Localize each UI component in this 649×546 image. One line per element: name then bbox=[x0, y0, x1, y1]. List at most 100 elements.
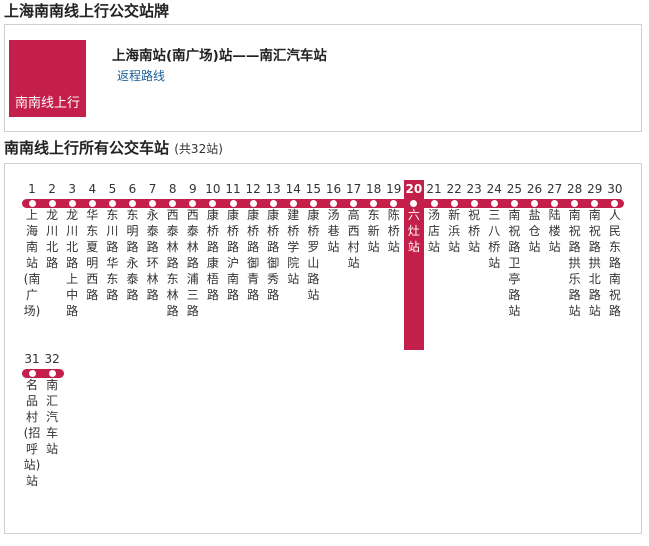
bus-stop[interactable]: 3 龙川北路上中路 bbox=[62, 180, 82, 319]
stop-number: 5 bbox=[108, 182, 117, 196]
stop-dot bbox=[249, 200, 257, 207]
stop-dot bbox=[289, 200, 297, 207]
stop-dot bbox=[48, 370, 56, 377]
stop-number: 18 bbox=[366, 182, 382, 196]
stop-dot bbox=[390, 200, 398, 207]
stop-name: 陈桥站 bbox=[387, 208, 400, 254]
stop-name: 南汇汽车站 bbox=[46, 378, 59, 456]
bus-stop[interactable]: 10 康桥路康梧路 bbox=[203, 180, 223, 303]
stop-dot bbox=[531, 200, 538, 207]
bus-stop[interactable]: 9 西泰林路浦三路 bbox=[183, 180, 203, 319]
stop-name: 新浜站 bbox=[448, 208, 461, 254]
stop-name: 东明路永泰路 bbox=[126, 208, 139, 302]
route-line-row-2 bbox=[22, 369, 64, 378]
bus-stop[interactable]: 11 康桥路沪南路 bbox=[223, 180, 243, 303]
stop-name: 南祝路拱乐路站 bbox=[568, 208, 581, 318]
bus-stop[interactable]: 22 新浜站 bbox=[444, 180, 464, 255]
bus-stop[interactable]: 25 南祝路卫亭路站 bbox=[504, 180, 524, 319]
bus-stop[interactable]: 5 东川路华东路 bbox=[102, 180, 122, 303]
stop-name: 六灶站 bbox=[407, 208, 420, 254]
stop-number: 29 bbox=[587, 182, 603, 196]
stop-number: 28 bbox=[567, 182, 583, 196]
stop-number: 27 bbox=[546, 182, 563, 196]
bus-stop[interactable]: 19 陈桥站 bbox=[384, 180, 404, 255]
stop-dot bbox=[350, 200, 358, 207]
stop-name: 西泰林路浦三路 bbox=[186, 208, 199, 318]
bus-stop[interactable]: 12 康桥路御青路 bbox=[243, 180, 263, 303]
bus-stop[interactable]: 30 人民东路南祝路 bbox=[605, 180, 625, 319]
bus-stop[interactable]: 21 汤店站 bbox=[424, 180, 444, 255]
bus-stop[interactable]: 29 南祝路拱北路站 bbox=[585, 180, 605, 319]
stop-name: 永泰路环林路 bbox=[146, 208, 159, 302]
stop-name: 康桥路沪南路 bbox=[226, 208, 239, 302]
stop-number: 30 bbox=[607, 182, 623, 196]
bus-stop[interactable]: 17 高西村站 bbox=[344, 180, 364, 271]
bus-stop[interactable]: 1 上海南站(南广场) bbox=[22, 180, 42, 319]
stop-number: 20 bbox=[405, 182, 423, 196]
bus-stop[interactable]: 13 康桥路御秀路 bbox=[263, 180, 283, 303]
route-logo: 南南线上行 bbox=[9, 40, 86, 117]
bus-stop[interactable]: 24 三八桥站 bbox=[484, 180, 504, 271]
stop-name: 南祝路卫亭路站 bbox=[508, 208, 521, 318]
stop-number: 11 bbox=[225, 182, 241, 196]
stop-name: 高西村站 bbox=[347, 208, 360, 270]
stop-dot bbox=[108, 200, 116, 207]
stops-panel: 1 上海南站(南广场) 2 龙川北路 3 龙川北路上中路 4 华东夏明西路 5 东川路华东路 6 东明… bbox=[4, 163, 642, 534]
stop-name: 龙川北路 bbox=[46, 208, 59, 270]
stop-number: 31 bbox=[24, 352, 40, 366]
stop-number: 2 bbox=[48, 182, 56, 196]
bus-stop[interactable]: 2 龙川北路 bbox=[42, 180, 62, 271]
stop-name: 建桥学院站 bbox=[287, 208, 300, 286]
bus-stop[interactable]: 20 六灶站 bbox=[403, 180, 424, 350]
stop-dot bbox=[430, 200, 438, 207]
stop-number: 4 bbox=[88, 182, 97, 196]
stop-number: 3 bbox=[68, 182, 76, 196]
route-logo-label: 南南线上行 bbox=[14, 96, 80, 111]
stop-name: 汤店站 bbox=[427, 208, 440, 254]
stop-name: 华东夏明西路 bbox=[86, 208, 99, 302]
stop-dot bbox=[149, 200, 157, 207]
bus-stop[interactable]: 7 永泰路环林路 bbox=[143, 180, 163, 303]
bus-stop[interactable]: 32 南汇汽车站 bbox=[42, 350, 62, 457]
bus-stop[interactable]: 6 东明路永泰路 bbox=[123, 180, 143, 303]
bus-stop[interactable]: 26 盐仓站 bbox=[525, 180, 545, 255]
stop-dot bbox=[269, 200, 277, 207]
stop-dot bbox=[370, 200, 378, 207]
bus-stop[interactable]: 8 西泰林路东林路 bbox=[163, 180, 183, 319]
stop-name: 陆楼站 bbox=[548, 208, 561, 254]
return-route-link[interactable]: 返程路线 bbox=[117, 69, 166, 83]
stop-number: 10 bbox=[205, 182, 221, 196]
stop-count: (共32站) bbox=[174, 142, 223, 156]
stop-dot bbox=[189, 200, 197, 207]
bus-stop[interactable]: 31 名品村(招呼站)站 bbox=[22, 350, 42, 489]
bus-stop[interactable]: 23 祝桥站 bbox=[464, 180, 484, 255]
stop-name: 祝桥站 bbox=[468, 208, 481, 254]
bus-stop[interactable]: 16 汤巷站 bbox=[324, 180, 344, 255]
stop-number: 1 bbox=[28, 182, 36, 196]
stop-dot bbox=[209, 200, 217, 207]
stop-dot bbox=[88, 200, 96, 207]
stop-number: 8 bbox=[168, 182, 177, 196]
bus-stop[interactable]: 28 南祝路拱乐路站 bbox=[565, 180, 585, 319]
stop-dot bbox=[309, 200, 317, 207]
bus-stop[interactable]: 14 建桥学院站 bbox=[283, 180, 303, 287]
stop-number: 19 bbox=[386, 182, 402, 196]
stop-dot bbox=[410, 200, 418, 207]
bus-stop[interactable]: 15 康桥罗山路站 bbox=[303, 180, 323, 303]
stop-number: 23 bbox=[466, 182, 482, 196]
stop-dot bbox=[68, 200, 76, 207]
route-line-row-1 bbox=[22, 199, 624, 208]
stop-dot bbox=[571, 200, 579, 207]
stop-dot bbox=[470, 200, 478, 207]
stop-name: 西泰林路东林路 bbox=[166, 208, 179, 318]
stop-dot bbox=[129, 200, 136, 207]
page-title: 上海南南线上行公交站牌 bbox=[4, 2, 170, 20]
stop-number: 22 bbox=[446, 182, 462, 196]
stop-dot bbox=[510, 200, 518, 207]
stop-name: 汤巷站 bbox=[327, 208, 340, 254]
stop-number: 16 bbox=[325, 182, 342, 196]
bus-stop[interactable]: 27 陆楼站 bbox=[545, 180, 565, 255]
bus-stop[interactable]: 18 东新站 bbox=[364, 180, 384, 255]
bus-stop[interactable]: 4 华东夏明西路 bbox=[82, 180, 102, 303]
stop-number: 7 bbox=[148, 182, 157, 196]
